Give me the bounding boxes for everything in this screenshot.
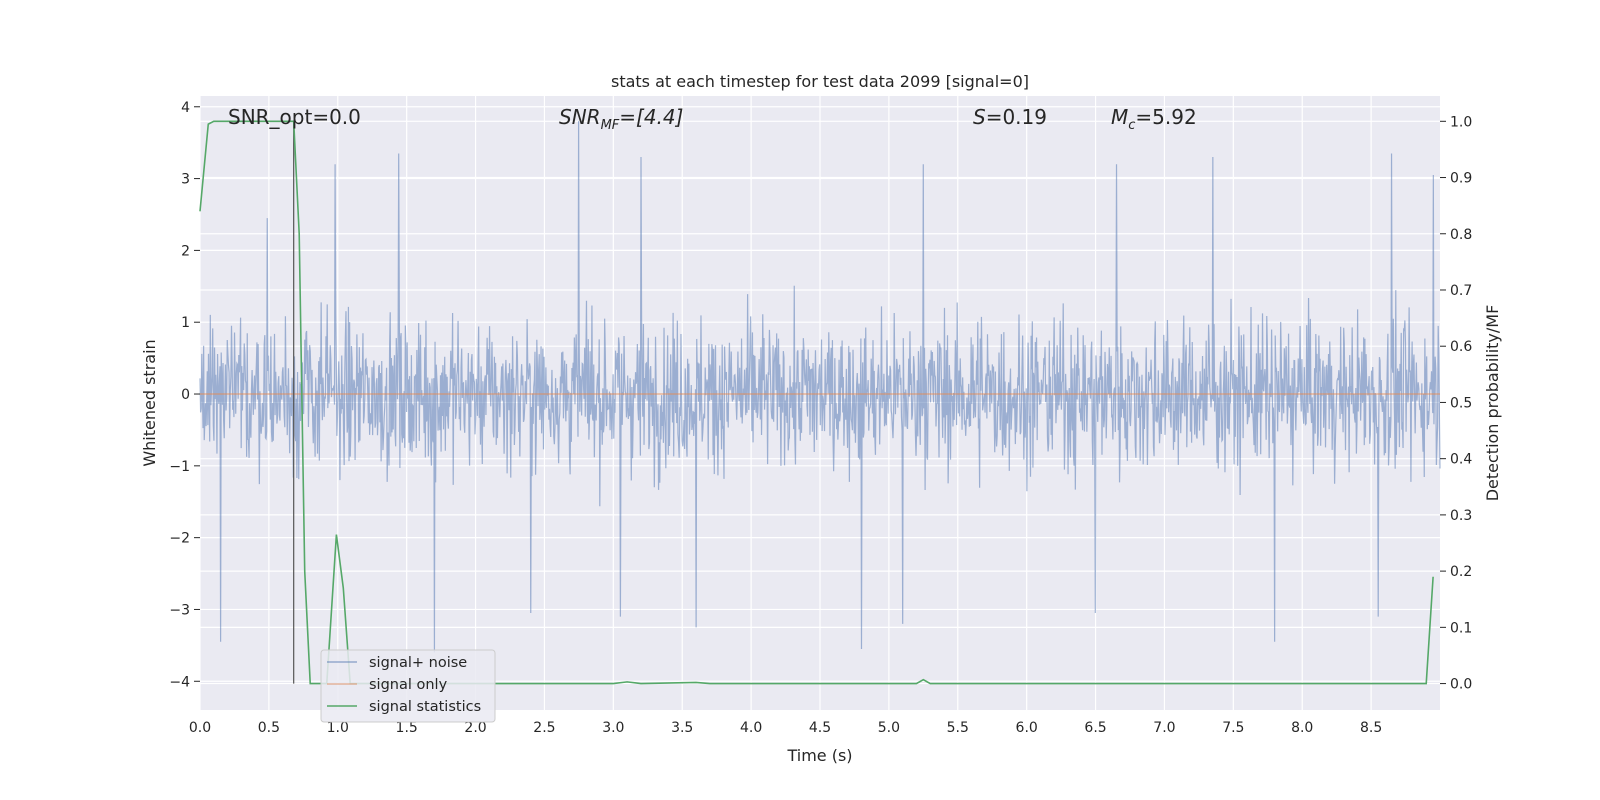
y-tick-label: 0 xyxy=(181,387,190,403)
x-tick-label: 1.0 xyxy=(327,720,349,736)
x-tick-label: 8.5 xyxy=(1360,720,1382,736)
y-tick-label: 2 xyxy=(181,243,190,259)
y-tick-label: −2 xyxy=(169,531,190,547)
snr-mf-sub: MF xyxy=(601,118,620,133)
y2-axis-ticks: 0.0 0.1 0.2 0.3 0.4 0.5 0.6 0.7 0.8 0.9 1.0 xyxy=(1440,114,1472,693)
y-tick-label: −4 xyxy=(169,674,190,690)
y-axis-ticks: −4 −3 −2 −1 0 1 2 3 4 xyxy=(169,100,200,690)
x-tick-label: 7.0 xyxy=(1153,720,1175,736)
annotation-mc: Mc=5.92 xyxy=(1111,105,1197,133)
x-tick-label: 0.5 xyxy=(258,720,280,736)
s-name: S xyxy=(973,105,986,129)
x-tick-label: 7.5 xyxy=(1222,720,1244,736)
y-tick-label: 3 xyxy=(181,172,190,188)
y-tick-label: −3 xyxy=(169,602,190,618)
mc-value: =5.92 xyxy=(1135,105,1196,129)
x-tick-label: 5.0 xyxy=(878,720,900,736)
legend-label-signal-noise: signal+ noise xyxy=(369,655,467,671)
y2-tick-label: 0.6 xyxy=(1450,339,1472,355)
x-tick-label: 6.0 xyxy=(1016,720,1038,736)
x-tick-label: 8.0 xyxy=(1291,720,1313,736)
mc-name: M xyxy=(1111,105,1128,129)
legend-label-signal-statistics: signal statistics xyxy=(369,699,481,715)
y2-tick-label: 0.2 xyxy=(1450,564,1472,580)
y-tick-label: −1 xyxy=(169,459,190,475)
x-tick-label: 2.0 xyxy=(464,720,486,736)
x-tick-label: 0.0 xyxy=(189,720,211,736)
s-value: =0.19 xyxy=(986,105,1047,129)
y2-tick-label: 0.5 xyxy=(1450,395,1472,411)
y2-axis-label: Detection probability/MF xyxy=(1483,305,1502,502)
y2-tick-label: 0.8 xyxy=(1450,227,1472,243)
y2-tick-label: 0.4 xyxy=(1450,452,1472,468)
y2-tick-label: 0.3 xyxy=(1450,508,1472,524)
x-tick-label: 2.5 xyxy=(533,720,555,736)
y2-tick-label: 0.0 xyxy=(1450,677,1472,693)
y-tick-label: 1 xyxy=(181,315,190,331)
chart-title: stats at each timestep for test data 209… xyxy=(611,72,1029,91)
y-axis-label: Whitened strain xyxy=(140,339,159,466)
x-tick-label: 6.5 xyxy=(1084,720,1106,736)
x-tick-label: 4.0 xyxy=(740,720,762,736)
y2-tick-label: 1.0 xyxy=(1450,114,1472,130)
annotation-snr-opt: SNR_opt=0.0 xyxy=(228,105,361,129)
x-tick-label: 1.5 xyxy=(396,720,418,736)
legend-label-signal-only: signal only xyxy=(369,677,448,693)
annotation-s: S=0.19 xyxy=(973,105,1047,129)
y2-tick-label: 0.9 xyxy=(1450,171,1472,187)
x-axis-ticks: 0.0 0.5 1.0 1.5 2.0 2.5 3.0 3.5 4.0 4.5 5.0 5.5 6.0 6… xyxy=(189,720,1382,736)
legend-box xyxy=(320,649,496,723)
y-tick-label: 4 xyxy=(181,100,190,116)
x-tick-label: 3.5 xyxy=(671,720,693,736)
snr-mf-name: SNR xyxy=(559,105,601,129)
annotation-snr-mf: SNRMF=[4.4] xyxy=(559,105,683,133)
x-axis-label: Time (s) xyxy=(786,746,852,765)
x-tick-label: 4.5 xyxy=(809,720,831,736)
y2-tick-label: 0.7 xyxy=(1450,283,1472,299)
y2-tick-label: 0.1 xyxy=(1450,620,1472,636)
mc-sub: c xyxy=(1128,118,1135,133)
snr-mf-value: =[4.4] xyxy=(619,105,683,129)
legend: signal+ noise signal only signal statist… xyxy=(320,649,496,723)
x-tick-label: 5.5 xyxy=(947,720,969,736)
x-tick-label: 3.0 xyxy=(602,720,624,736)
